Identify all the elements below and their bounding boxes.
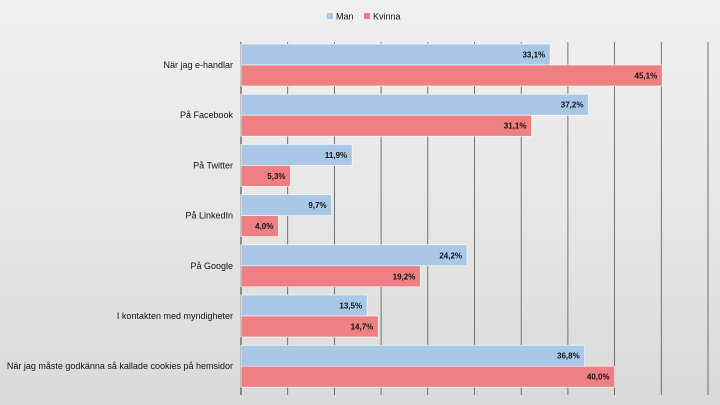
data-label: 36,8% (557, 352, 580, 361)
legend-swatch-kvinna (364, 13, 370, 19)
data-label: 24,2% (439, 251, 462, 260)
data-label: 9,7% (308, 201, 326, 210)
data-label: 45,1% (635, 72, 658, 81)
bars (240, 43, 663, 388)
category-label: På Facebook (180, 110, 234, 120)
labels: När jag e-handlar 33,1% 45,1% På Facebook 37… (7, 51, 657, 382)
bar-man (240, 244, 468, 267)
data-label: 14,7% (351, 323, 374, 332)
data-label: 5,3% (267, 172, 285, 181)
data-label: 33,1% (522, 51, 545, 60)
data-label: 4,0% (255, 222, 273, 231)
bar-man (240, 194, 332, 216)
data-label: 13,5% (339, 302, 362, 311)
bar-kvinna (240, 64, 663, 87)
legend: Man Kvinna (327, 12, 401, 22)
category-label: På Google (190, 261, 233, 271)
data-label: 31,1% (504, 122, 527, 131)
legend-label: Man (336, 12, 354, 22)
bar-kvinna (240, 215, 279, 237)
bar-man (240, 43, 551, 66)
category-label: På LinkedIn (185, 211, 233, 221)
bar-kvinna (240, 365, 615, 388)
bar-kvinna (240, 114, 532, 137)
data-label: 40,0% (587, 373, 610, 382)
bar-kvinna (240, 315, 379, 338)
legend-swatch-man (327, 13, 333, 19)
category-label: När jag e-handlar (163, 60, 233, 70)
bar-man (240, 144, 353, 166)
category-label: På Twitter (193, 160, 233, 170)
bar-kvinna (240, 265, 421, 288)
data-label: 37,2% (561, 101, 584, 110)
legend-label: Kvinna (373, 12, 401, 22)
data-label: 19,2% (393, 272, 416, 281)
bar-man (240, 93, 589, 116)
bar-man (240, 344, 586, 367)
bar-kvinna (240, 165, 291, 187)
category-label: När jag måste godkänna så kallade cookie… (7, 361, 233, 371)
category-label: I kontakten med myndigheter (117, 311, 233, 321)
data-label: 11,9% (325, 151, 347, 160)
